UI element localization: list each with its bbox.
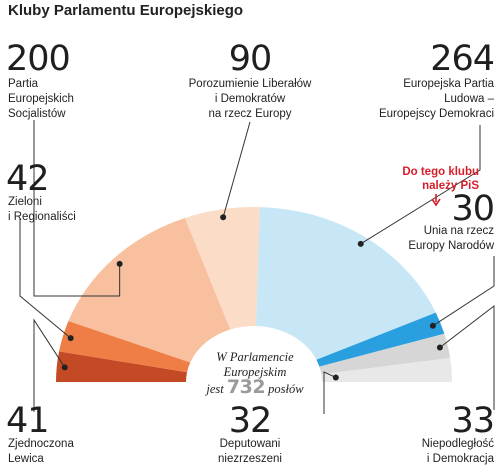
slice-ni [321, 358, 452, 382]
leader-alde [222, 121, 251, 218]
center-jest: jest [206, 382, 224, 396]
leader-epp [360, 125, 481, 245]
leader-uen-dot [429, 322, 436, 329]
note-arrow-icon [431, 194, 441, 207]
leader-greens-dot [67, 335, 74, 342]
value-label-ni: 32 [228, 401, 273, 441]
series-label-epp: Europejska Partia Ludowa – Europejscy De… [378, 78, 494, 120]
series-label-uen: Unia na rzecz Europy Narodów [408, 225, 494, 252]
series-label-ni: Deputowani niezrzeszeni [218, 438, 282, 465]
series-label-gue: Zjednoczona Lewica [8, 438, 74, 465]
slice-uen [316, 312, 445, 367]
leader-greens [19, 218, 72, 339]
center-caption: W Parlamencie Europejskim jest 732 posłó… [186, 350, 324, 397]
leader-ind [439, 304, 495, 410]
slice-ind [319, 333, 451, 375]
center-total: 732 [226, 376, 266, 398]
leader-gue [33, 318, 66, 412]
value-label-uen: 30 [451, 189, 495, 229]
pis-note: Do tego klubu należy PiS [402, 166, 479, 192]
series-label-ind: Niepodległość i Demokracja [421, 438, 494, 465]
slice-alde [184, 207, 260, 330]
leader-ind-dot [436, 344, 443, 351]
leader-ni-dot [332, 374, 339, 381]
center-line-1: W Parlamencie [216, 350, 294, 364]
leader-uen [432, 256, 495, 327]
value-label-gue: 41 [6, 401, 50, 441]
value-label-alde: 90 [228, 39, 273, 79]
leader-alde-dot [220, 214, 227, 221]
leader-pes-dot [116, 260, 123, 267]
slice-greens [59, 320, 191, 373]
slice-gue [56, 351, 188, 382]
value-label-ind: 33 [451, 401, 495, 441]
series-label-alde: Porozumienie Liberałów i Demokratów na r… [188, 78, 312, 120]
center-line-2: Europejskim [223, 365, 287, 379]
leader-gue-dot [61, 364, 68, 371]
leader-ni [323, 371, 337, 414]
value-label-greens: 42 [6, 159, 50, 199]
center-line-3: jest 732 posłów [186, 378, 324, 397]
chart-title: Kluby Parlamentu Europejskiego [8, 2, 244, 19]
leader-pes [33, 120, 121, 297]
center-post: posłów [268, 382, 304, 396]
leader-epp-dot [357, 240, 364, 247]
slice-pes [68, 217, 231, 363]
slice-epp [256, 207, 436, 360]
value-label-pes: 200 [6, 39, 71, 79]
series-label-pes: Partia Europejskich Socjalistów [8, 78, 74, 120]
series-label-greens: Zieloni i Regionaliści [8, 196, 76, 223]
value-label-epp: 264 [430, 39, 495, 79]
